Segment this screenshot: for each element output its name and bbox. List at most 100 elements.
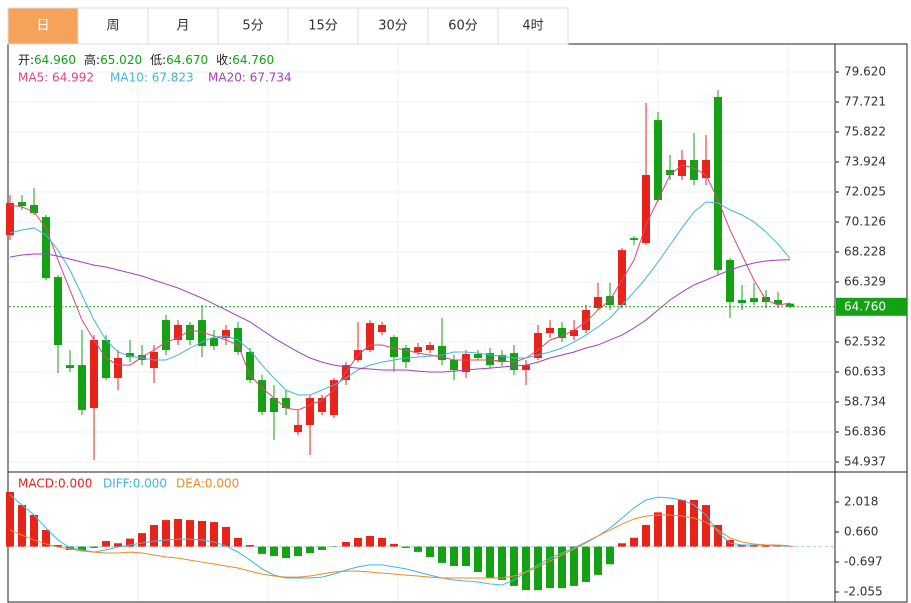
tab-label[interactable]: 周 [106, 19, 119, 34]
candle-body [402, 348, 410, 363]
candle-body [54, 277, 62, 346]
y-tick-label: 58.734 [844, 395, 886, 409]
y-tick-label: 79.620 [844, 65, 886, 79]
tab-background[interactable] [427, 7, 499, 45]
tab[interactable]: 月 [147, 7, 219, 45]
legend-entry: MA20: 67.734 [208, 71, 292, 85]
y-tick-label: 77.721 [844, 95, 886, 109]
candle-body [174, 324, 182, 340]
candle-body [378, 324, 386, 333]
candle-body [666, 169, 674, 176]
candle-body [30, 205, 38, 214]
macd-bar [582, 546, 590, 582]
tab-label[interactable]: 60分 [448, 19, 478, 34]
candle-body [246, 351, 254, 381]
macd-bar [294, 546, 302, 557]
macd-bar [6, 492, 14, 547]
macd-bar [762, 545, 770, 547]
tab-label[interactable]: 4时 [522, 19, 543, 34]
candle-body [498, 354, 506, 363]
macd-bar [738, 545, 746, 547]
candle-body [522, 365, 530, 370]
macd-bar [462, 546, 470, 567]
candle-body [558, 327, 566, 339]
macd-bar [510, 546, 518, 586]
y-tick-label: 75.822 [844, 125, 886, 139]
tab[interactable]: 日 [7, 7, 79, 45]
y-tick-label: 62.532 [844, 334, 886, 348]
tab-label[interactable]: 30分 [378, 19, 408, 34]
macd-bar [78, 546, 86, 552]
macd-bar [186, 520, 194, 547]
macd-bar [150, 524, 158, 547]
tab-label[interactable]: 日 [36, 19, 49, 34]
line-line [9, 494, 790, 586]
tab[interactable]: 30分 [357, 7, 429, 45]
macd-bar [690, 499, 698, 547]
macd-bar [114, 543, 122, 547]
candle-body [474, 354, 482, 358]
tab-label[interactable]: 5分 [242, 19, 263, 34]
macd-bar [390, 543, 398, 547]
tab-background[interactable] [7, 7, 79, 45]
tab[interactable]: 60分 [427, 7, 499, 45]
macd-bar [402, 546, 410, 548]
candle-body [102, 339, 110, 379]
macd-bar [354, 537, 362, 547]
ohlc-info: 开:64.960 高:65.020 低:64.670 收:64.760 [18, 52, 274, 67]
candle-body [750, 298, 758, 303]
tab[interactable]: 周 [77, 7, 149, 45]
last-price-box [836, 297, 907, 316]
y-tick-label: 0.660 [844, 525, 878, 539]
macd-bar [426, 546, 434, 557]
candle-body [582, 309, 590, 331]
candle-body [702, 160, 710, 179]
macd-bar [438, 546, 446, 563]
macd-bar [366, 535, 374, 547]
macd-bar [258, 546, 266, 554]
macd-bar [54, 545, 62, 547]
y-tick-label: -2.055 [844, 585, 883, 599]
tab-label[interactable]: 15分 [308, 19, 338, 34]
candle-body [462, 354, 470, 373]
tab[interactable]: 4时 [497, 7, 569, 45]
macd-bar [618, 543, 626, 547]
macd-bar [630, 537, 638, 547]
macd-bar [210, 522, 218, 547]
candle-body [738, 300, 746, 304]
macd-bar [606, 546, 614, 565]
tab[interactable]: 15分 [287, 7, 359, 45]
tab-background[interactable] [357, 7, 429, 45]
candle-body [630, 238, 638, 240]
y-tick-label: 72.025 [844, 185, 886, 199]
candle-body [78, 365, 86, 410]
candle-body [786, 303, 794, 307]
candle-body [270, 397, 278, 413]
legend-entry: DIFF:0.000 [103, 477, 167, 491]
candle-body [390, 336, 398, 358]
macd-bar [138, 533, 146, 547]
y-tick-label: 60.633 [844, 364, 886, 378]
macd-bar [558, 546, 566, 589]
macd-bar [498, 546, 506, 580]
macd-bar [102, 541, 110, 547]
line-line [9, 514, 791, 579]
candle-body [510, 353, 518, 370]
macd-bar [534, 546, 542, 591]
candle-body [486, 353, 494, 366]
candle-body [678, 160, 686, 176]
tab-background[interactable] [497, 7, 569, 45]
macd-bar [174, 518, 182, 547]
tab-label[interactable]: 月 [176, 19, 189, 34]
legend-entry: MA5: 64.992 [18, 71, 94, 85]
candle-body [438, 345, 446, 361]
info-value: 65.020 [100, 53, 142, 67]
tab-background[interactable] [77, 7, 149, 45]
tab[interactable]: 5分 [217, 7, 289, 45]
macd-bar [282, 546, 290, 559]
legend-entry: DEA:0.000 [176, 477, 239, 491]
candle-body [654, 120, 662, 200]
macd-bar [570, 546, 578, 586]
